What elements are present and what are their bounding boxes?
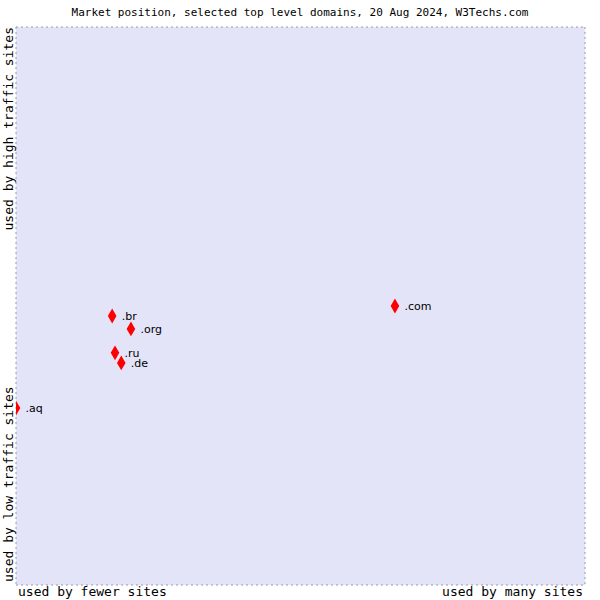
svg-text:.br: .br [122,310,137,323]
svg-text:used by high traffic sites: used by high traffic sites [8,27,16,231]
svg-text:.aq: .aq [26,402,43,415]
svg-text:.com: .com [404,300,431,313]
svg-text:.org: .org [140,323,162,336]
svg-text:.ru: .ru [124,346,140,360]
svg-text:Market position, selected top: Market position, selected top level doma… [72,6,529,19]
svg-text:.de: .de [131,357,148,370]
svg-text:used by low traffic sites: used by low traffic sites [8,386,16,582]
svg-text:used by fewer sites: used by fewer sites [18,584,167,599]
svg-text:used by many sites: used by many sites [442,584,583,599]
